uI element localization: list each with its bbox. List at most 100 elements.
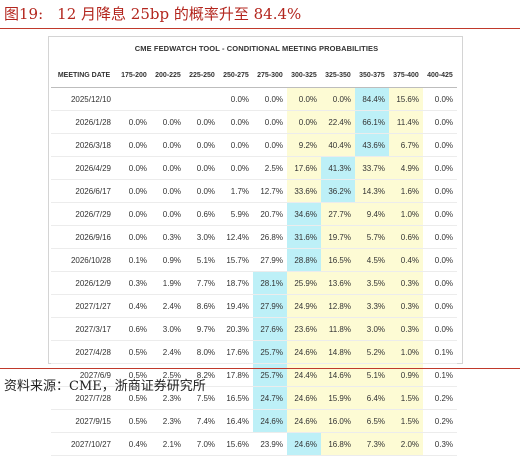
column-header-rate: 400-425: [423, 63, 457, 88]
probability-cell: 9.4%: [355, 202, 389, 226]
probability-cell: 23.6%: [287, 317, 321, 341]
probability-cell: 17.6%: [219, 340, 253, 364]
probability-cell: 0.2%: [423, 409, 457, 433]
column-header-rate: 250-275: [219, 63, 253, 88]
probability-cell: 27.7%: [321, 202, 355, 226]
probability-cell: 8.6%: [185, 294, 219, 318]
probability-cell: 0.3%: [423, 432, 457, 456]
probability-cell: 17.6%: [287, 156, 321, 180]
table-row: 2026/12/9 0.3% 1.9% 7.7% 18.7% 28.1% 25.9% 13.6…: [51, 271, 457, 295]
probability-cell: 13.6%: [321, 271, 355, 295]
probability-cell: 28.1%: [253, 271, 287, 295]
probability-cell: 0.9%: [151, 248, 185, 272]
figure-title-text: 12 月降息 25bp 的概率升至 84.4%: [57, 5, 302, 23]
probability-cell: 11.4%: [389, 110, 423, 134]
probability-cell: 1.0%: [389, 340, 423, 364]
probability-cell: 0.0%: [185, 133, 219, 157]
probability-cell: 2.4%: [151, 340, 185, 364]
probability-cell: 7.4%: [185, 409, 219, 433]
probability-cell: 0.3%: [389, 294, 423, 318]
probability-cell: 16.5%: [321, 248, 355, 272]
probability-cell: 0.6%: [185, 202, 219, 226]
probability-cell: 27.9%: [253, 294, 287, 318]
meeting-date-cell: 2027/9/15: [51, 409, 117, 433]
probability-cell: 41.3%: [321, 156, 355, 180]
probability-cell: 0.0%: [117, 156, 151, 180]
table-row: 2027/9/15 0.5% 2.3% 7.4% 16.4% 24.6% 24.6% 16.0…: [51, 409, 457, 433]
probability-cell: 0.3%: [389, 317, 423, 341]
probability-cell: 27.6%: [253, 317, 287, 341]
probability-cell: 24.6%: [253, 409, 287, 433]
table-row: 2027/6/9 0.5% 2.5% 8.2% 17.8% 25.7% 24.4% 14.6%…: [51, 363, 457, 387]
probability-cell: 31.6%: [287, 225, 321, 249]
probability-cell: [151, 87, 185, 111]
probability-cell: 0.0%: [117, 110, 151, 134]
probability-cell: 0.0%: [287, 87, 321, 111]
probability-cell: 15.7%: [219, 248, 253, 272]
probability-cell: 0.4%: [389, 248, 423, 272]
probability-cell: 0.0%: [219, 87, 253, 111]
probability-cell: 0.0%: [219, 110, 253, 134]
probability-cell: 24.6%: [287, 340, 321, 364]
probability-cell: 0.0%: [151, 133, 185, 157]
meeting-date-cell: 2026/9/16: [51, 225, 117, 249]
probability-cell: 11.8%: [321, 317, 355, 341]
probability-cell: 0.1%: [117, 248, 151, 272]
probability-cell: 1.0%: [389, 202, 423, 226]
column-header-meeting-date: MEETING DATE: [51, 63, 117, 88]
meeting-date-cell: 2027/10/27: [51, 432, 117, 456]
table-row: 2027/3/17 0.6% 3.0% 9.7% 20.3% 27.6% 23.6% 11.8…: [51, 317, 457, 341]
probability-cell: 20.7%: [253, 202, 287, 226]
probability-cell: 5.2%: [355, 340, 389, 364]
probability-cell: 66.1%: [355, 110, 389, 134]
probability-cell: 0.0%: [423, 248, 457, 272]
probability-cell: 16.8%: [321, 432, 355, 456]
probability-cell: 34.6%: [287, 202, 321, 226]
probability-cell: 12.8%: [321, 294, 355, 318]
probability-cell: 4.5%: [355, 248, 389, 272]
probability-cell: 0.0%: [423, 202, 457, 226]
probability-cell: 6.7%: [389, 133, 423, 157]
probability-cell: 5.1%: [355, 363, 389, 387]
probability-cell: [117, 87, 151, 111]
probability-cell: 0.0%: [423, 133, 457, 157]
column-header-rate: 275-300: [253, 63, 287, 88]
meeting-date-cell: 2026/6/17: [51, 179, 117, 203]
meeting-date-cell: 2027/6/9: [51, 363, 117, 387]
probability-cell: 0.9%: [389, 363, 423, 387]
table-row: 2026/6/17 0.0% 0.0% 0.0% 1.7% 12.7% 33.6% 36.2%…: [51, 179, 457, 203]
column-header-rate: 350-375: [355, 63, 389, 88]
probability-cell: 22.4%: [321, 110, 355, 134]
probability-cell: 24.7%: [253, 386, 287, 410]
probability-cell: 19.7%: [321, 225, 355, 249]
tool-title: CME FEDWATCH TOOL - CONDITIONAL MEETING …: [134, 44, 379, 53]
probability-cell: 0.5%: [117, 340, 151, 364]
meeting-date-cell: 2026/1/28: [51, 110, 117, 134]
probability-cell: 0.4%: [117, 432, 151, 456]
probability-cell: [185, 87, 219, 111]
probability-cell: 12.7%: [253, 179, 287, 203]
probability-cell: 0.0%: [117, 202, 151, 226]
probability-cell: 0.0%: [185, 179, 219, 203]
probability-cell: 0.0%: [423, 179, 457, 203]
probability-cell: 5.7%: [355, 225, 389, 249]
probability-cell: 3.3%: [355, 294, 389, 318]
meeting-date-cell: 2027/1/27: [51, 294, 117, 318]
probability-cell: 4.9%: [389, 156, 423, 180]
meeting-date-cell: 2026/12/9: [51, 271, 117, 295]
probability-cell: 0.1%: [423, 340, 457, 364]
probability-cell: 16.5%: [219, 386, 253, 410]
table-row: 2026/1/28 0.0% 0.0% 0.0% 0.0% 0.0% 0.0% 22.4% 66…: [51, 110, 457, 134]
probability-cell: 9.2%: [287, 133, 321, 157]
bottom-divider: [0, 368, 520, 369]
meeting-date-cell: 2027/3/17: [51, 317, 117, 341]
probability-cell: 0.0%: [253, 133, 287, 157]
probability-cell: 15.6%: [219, 432, 253, 456]
probability-cell: 0.0%: [287, 110, 321, 134]
top-divider: [0, 28, 520, 29]
meeting-date-cell: 2027/4/28: [51, 340, 117, 364]
figure-number: 图19:: [4, 5, 44, 23]
probability-cell: 0.3%: [389, 271, 423, 295]
probability-cell: 18.7%: [219, 271, 253, 295]
meeting-date-cell: 2026/4/29: [51, 156, 117, 180]
